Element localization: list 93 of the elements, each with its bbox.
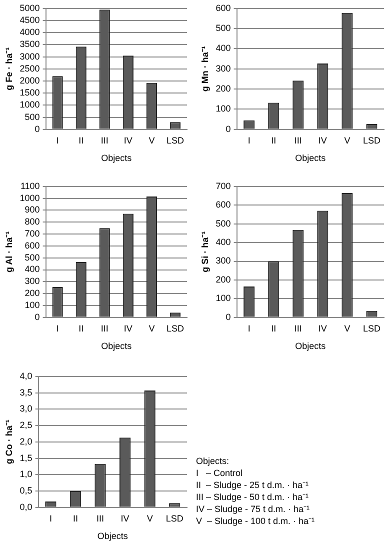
- x-tick-label: I: [248, 135, 250, 146]
- y-tick-label: 0: [34, 124, 40, 134]
- x-tick-label: II: [72, 513, 78, 524]
- y-tick-label: 200: [24, 288, 40, 298]
- y-tick-label: 1,5: [20, 452, 32, 463]
- x-tick-label: LSD: [166, 323, 184, 334]
- x-axis-title: Objects: [101, 153, 132, 164]
- y-tick-label: 2500: [20, 63, 40, 74]
- y-tick-label: 3,0: [20, 404, 32, 414]
- y-tick-label: 3,5: [20, 387, 32, 398]
- y-tick-label: 400: [216, 237, 231, 248]
- y-tick-label: 500: [216, 218, 231, 228]
- y-tick-label: 3500: [20, 39, 40, 50]
- y-tick-label: 700: [216, 180, 231, 191]
- x-tick-label: I: [56, 323, 59, 334]
- y-axis-title: g Fe · ha⁻¹: [4, 47, 14, 90]
- x-tick-label: V: [148, 323, 155, 334]
- y-tick-label: 100: [216, 104, 231, 114]
- x-axis-title: Objects: [101, 341, 132, 352]
- y-tick-label: 300: [216, 256, 231, 266]
- y-tick-label: 200: [216, 84, 231, 94]
- y-tick-label: 5000: [20, 2, 40, 13]
- y-tick-label: 2000: [20, 75, 40, 86]
- y-tick-label: 600: [216, 200, 231, 210]
- y-tick-label: 200: [216, 274, 231, 284]
- y-axis-title: g Mn · ha⁻¹: [200, 46, 210, 92]
- x-tick-label: I: [49, 513, 52, 524]
- x-axis-title: Objects: [97, 531, 128, 542]
- x-tick-label: LSD: [166, 135, 184, 146]
- x-tick-label: II: [78, 323, 84, 334]
- text: I – Control: [196, 467, 244, 479]
- x-tick-label: LSD: [362, 323, 381, 334]
- x-tick-label: III: [100, 323, 108, 334]
- y-tick-label: 4500: [20, 14, 40, 25]
- y-tick-label: 100: [24, 300, 40, 310]
- text: III – Sludge - 50 t d.m. · ha⁻¹: [196, 491, 310, 503]
- x-tick-label: III: [100, 135, 108, 146]
- y-tick-label: 1000: [20, 100, 40, 110]
- x-tick-label: II: [271, 323, 276, 334]
- y-tick-label: 900: [24, 204, 40, 215]
- y-tick-label: 500: [24, 252, 40, 262]
- y-tick-label: 1100: [20, 180, 40, 191]
- y-tick-label: 0,0: [20, 502, 32, 512]
- x-tick-label: V: [344, 135, 350, 146]
- x-tick-label: III: [294, 323, 302, 334]
- text: II – Sludge - 25 t d.m. · ha⁻¹: [196, 479, 310, 491]
- x-tick-label: II: [271, 135, 276, 146]
- y-tick-label: 4,0: [20, 370, 32, 381]
- y-tick-label: 1000: [20, 192, 40, 203]
- x-axis-title: Objects: [295, 153, 326, 164]
- y-tick-label: 0: [226, 124, 231, 134]
- y-tick-label: 0,5: [20, 486, 32, 496]
- y-tick-label: 1500: [20, 88, 40, 98]
- y-tick-label: 300: [24, 276, 40, 286]
- y-tick-label: 600: [24, 240, 40, 250]
- y-tick-label: 0: [226, 312, 231, 322]
- y-tick-label: 0: [34, 312, 40, 322]
- x-tick-label: LSD: [166, 513, 184, 524]
- text: Objects:: [196, 455, 230, 467]
- y-tick-label: 2,5: [20, 420, 32, 430]
- y-tick-label: 400: [216, 43, 231, 54]
- x-tick-label: I: [56, 135, 59, 146]
- x-tick-label: IV: [124, 135, 132, 146]
- y-tick-label: 2,0: [20, 436, 32, 446]
- y-axis-title: g Al · ha⁻¹: [4, 231, 14, 272]
- x-tick-label: IV: [124, 323, 132, 334]
- y-tick-label: 500: [24, 112, 40, 122]
- x-tick-label: V: [344, 323, 350, 334]
- y-axis-title: g Si · ha⁻¹: [200, 231, 210, 272]
- y-tick-label: 700: [24, 228, 40, 239]
- x-tick-label: II: [78, 135, 84, 146]
- x-tick-label: IV: [318, 323, 327, 334]
- y-tick-label: 100: [216, 293, 231, 304]
- y-tick-label: 300: [216, 63, 231, 74]
- x-tick-label: IV: [120, 513, 130, 524]
- y-tick-label: 3000: [20, 51, 40, 62]
- x-tick-label: III: [294, 135, 302, 146]
- x-tick-label: LSD: [362, 135, 381, 146]
- x-tick-label: III: [96, 513, 104, 524]
- x-axis-title: Objects: [295, 341, 326, 352]
- y-tick-label: 1,0: [20, 469, 32, 480]
- x-tick-label: V: [148, 135, 155, 146]
- y-tick-label: 4000: [20, 27, 40, 38]
- y-tick-label: 400: [24, 264, 40, 274]
- y-tick-label: 500: [216, 23, 231, 34]
- text: V – Sludge - 100 t d.m. · ha⁻¹: [196, 515, 315, 527]
- x-tick-label: V: [146, 513, 153, 524]
- y-tick-label: 600: [216, 2, 231, 13]
- x-tick-label: I: [248, 323, 250, 334]
- x-tick-label: IV: [318, 135, 327, 146]
- text: IV – Sludge - 75 t d.m. · ha⁻¹: [196, 503, 311, 515]
- y-axis-title: g Co · ha⁻¹: [4, 420, 14, 464]
- y-tick-label: 800: [24, 216, 40, 227]
